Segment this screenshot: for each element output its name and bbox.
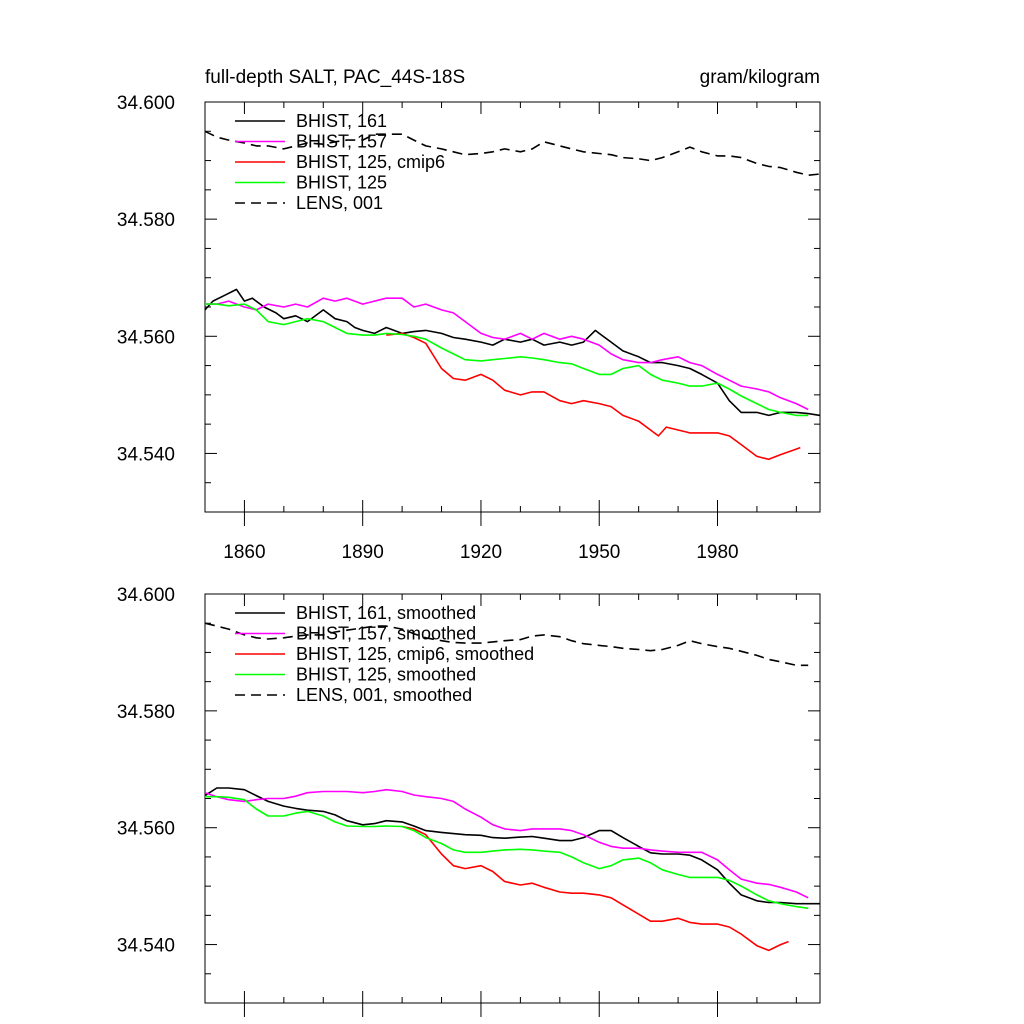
- series-line: [204, 788, 809, 899]
- y-tick-label: 34.600: [117, 585, 175, 606]
- y-tick-label: 34.540: [117, 936, 175, 957]
- series-line: [386, 332, 801, 461]
- bottom-panel: 34.540 34.560 34.580 34.600 BHIST, 161, smoo…: [117, 585, 821, 1017]
- chart-title: full-depth SALT, PAC_44S-18S: [205, 67, 465, 88]
- legend-label: BHIST, 161: [296, 111, 387, 131]
- x-tick-label: 1920: [460, 542, 502, 563]
- y-tick-label: 34.560: [117, 819, 175, 840]
- y-tick-label: 34.560: [117, 327, 175, 348]
- series-line: [204, 288, 821, 417]
- series-line: [205, 795, 809, 910]
- legend-label: BHIST, 125, smoothed: [296, 665, 476, 685]
- series-line: [205, 303, 809, 417]
- legend-label: BHIST, 125: [296, 173, 387, 193]
- series-line: [204, 787, 820, 905]
- y-tick-label: 34.580: [117, 702, 175, 723]
- x-tick-label: 1860: [223, 542, 265, 563]
- legend-label: BHIST, 161, smoothed: [296, 603, 476, 623]
- series-line: [401, 825, 789, 952]
- legend-label: BHIST, 125, cmip6, smoothed: [296, 644, 534, 664]
- y-tick-label: 34.540: [117, 444, 175, 465]
- series-line: [205, 297, 809, 411]
- legend-label: BHIST, 157: [296, 132, 387, 152]
- legend-label: LENS, 001, smoothed: [296, 685, 472, 705]
- series-line: [204, 622, 809, 667]
- series-line: [204, 130, 821, 176]
- x-tick-label: 1950: [578, 542, 620, 563]
- chart-units-label: gram/kilogram: [700, 67, 820, 88]
- x-tick-label: 1980: [696, 542, 738, 563]
- legend-label: LENS, 001: [296, 193, 383, 213]
- y-tick-label: 34.580: [117, 210, 175, 231]
- top-panel: 1860 1890 1920 1950 1980 34.540 34.560 34.580 34…: [117, 93, 821, 563]
- y-tick-label: 34.600: [117, 93, 175, 114]
- x-tick-label: 1890: [342, 542, 384, 563]
- legend-label: BHIST, 157, smoothed: [296, 624, 476, 644]
- legend-label: BHIST, 125, cmip6: [296, 152, 445, 172]
